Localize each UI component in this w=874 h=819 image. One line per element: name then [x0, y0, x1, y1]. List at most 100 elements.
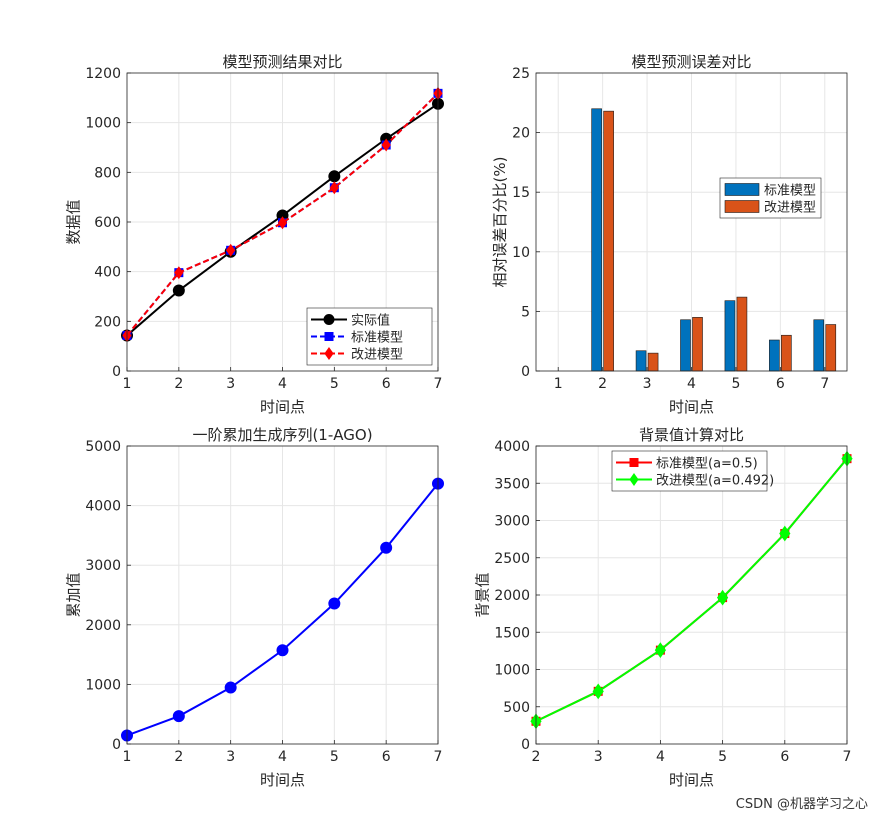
y-tick-label: 400 [94, 265, 121, 281]
chart-title: 模型预测误差对比 [631, 53, 751, 71]
x-tick-label: 5 [718, 749, 727, 765]
data-point [226, 243, 236, 257]
y-axis-label: 相对误差百分比(%) [491, 157, 509, 288]
bar [603, 110, 614, 372]
legend-label: 改进模型(a=0.492) [656, 474, 774, 489]
y-axis-label: 数据值 [65, 199, 83, 244]
ticks: 1 2 3 4 5 6 7 0 1000 2000 3000 4000 5000 [85, 439, 442, 765]
x-tick-label: 6 [382, 376, 391, 392]
y-tick-label: 2500 [494, 551, 530, 567]
bar [692, 317, 703, 372]
x-tick-label: 4 [656, 749, 665, 765]
x-tick-label: 3 [226, 749, 235, 765]
x-tick-label: 6 [780, 749, 789, 765]
legend-swatch [724, 200, 760, 213]
series-group [121, 477, 444, 742]
data-point [592, 683, 604, 700]
bar [736, 296, 748, 372]
legend-label: 改进模型 [764, 201, 816, 216]
y-tick-label: 25 [512, 66, 530, 82]
watermark-text: CSDN @机器学习之心 [736, 796, 868, 812]
series-group [591, 108, 837, 372]
x-tick-label: 3 [643, 376, 652, 392]
x-tick-label: 4 [278, 376, 287, 392]
ticks: 1 2 3 4 5 6 7 0 5 10 15 20 25 [512, 66, 829, 392]
csdn-watermark: CSDN @机器学习之心 [736, 796, 868, 812]
x-tick-label: 5 [330, 376, 339, 392]
x-axis-label: 时间点 [260, 771, 305, 789]
y-tick-label: 600 [94, 215, 121, 231]
y-axis-label: 累加值 [65, 572, 83, 617]
y-tick-label: 5000 [85, 439, 121, 455]
y-tick-label: 10 [512, 245, 530, 261]
y-tick-label: 200 [94, 314, 121, 330]
x-tick-label: 1 [554, 376, 563, 392]
bar [724, 300, 736, 372]
x-tick-label: 1 [123, 376, 132, 392]
y-tick-label: 1000 [494, 663, 530, 679]
data-point [380, 541, 393, 554]
data-point [329, 181, 339, 195]
x-tick-label: 7 [820, 376, 829, 392]
chart-3: 1 2 3 4 5 6 7 0 1000 2000 3000 4000 5000 一阶累加生成序列(1-A… [65, 426, 444, 789]
y-tick-label: 3500 [494, 476, 530, 492]
y-tick-label: 3000 [85, 558, 121, 574]
y-tick-label: 2000 [494, 588, 530, 604]
data-point [381, 138, 391, 152]
x-tick-label: 2 [532, 749, 541, 765]
x-tick-label: 4 [278, 749, 287, 765]
chart-title: 模型预测结果对比 [222, 53, 342, 71]
x-tick-label: 7 [434, 749, 443, 765]
chart-title: 一阶累加生成序列(1-AGO) [192, 426, 372, 444]
x-axis-label: 时间点 [260, 398, 305, 416]
legend-label: 实际值 [351, 313, 390, 329]
x-tick-label: 5 [330, 749, 339, 765]
x-tick-label: 3 [226, 376, 235, 392]
y-tick-label: 0 [521, 737, 530, 753]
bar [635, 350, 647, 372]
ticks: 1 2 3 4 5 6 7 0 200 400 600 800 1000 1200 [85, 66, 442, 392]
x-tick-label: 7 [434, 376, 443, 392]
data-point [276, 644, 289, 657]
legend: 标准模型(a=0.5) 改进模型(a=0.492) [611, 450, 774, 492]
ticks: 2 3 4 5 6 7 0 500 1000 1500 2000 2500 3000 3500 4000 [494, 439, 851, 765]
legend-marker [629, 473, 639, 486]
x-axis-label: 时间点 [669, 398, 714, 416]
legend-marker [323, 314, 335, 325]
y-tick-label: 20 [512, 126, 530, 142]
legend-label: 改进模型 [351, 348, 403, 363]
data-point [224, 681, 237, 694]
x-tick-label: 1 [123, 749, 132, 765]
y-tick-label: 15 [512, 185, 530, 201]
y-tick-label: 1200 [85, 66, 121, 82]
x-tick-label: 2 [598, 376, 607, 392]
y-tick-label: 1500 [494, 625, 530, 641]
chart-4: 2 3 4 5 6 7 0 500 1000 1500 2000 2500 3000 3500 4000 背景… [474, 426, 853, 789]
y-tick-label: 4000 [494, 439, 530, 455]
legend-label: 标准模型(a=0.5) [656, 457, 758, 472]
x-tick-label: 6 [382, 749, 391, 765]
data-point [328, 170, 341, 183]
y-tick-label: 0 [521, 364, 530, 380]
x-axis-label: 时间点 [669, 771, 714, 789]
series-line [535, 458, 848, 723]
x-tick-label: 2 [174, 376, 183, 392]
x-tick-label: 4 [687, 376, 696, 392]
data-point [716, 589, 729, 606]
y-tick-label: 0 [112, 737, 121, 753]
x-tick-label: 6 [776, 376, 785, 392]
bar [769, 339, 780, 372]
y-tick-label: 1000 [85, 116, 121, 132]
y-tick-label: 800 [94, 165, 121, 181]
x-tick-label: 5 [731, 376, 740, 392]
data-point [654, 642, 667, 658]
y-tick-label: 5 [521, 304, 530, 320]
y-tick-label: 0 [112, 364, 121, 380]
legend-marker [324, 347, 334, 360]
series-group [530, 450, 853, 730]
